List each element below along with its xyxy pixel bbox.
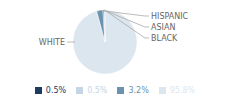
svg-text:ASIAN: ASIAN	[151, 23, 175, 32]
svg-text:HISPANIC: HISPANIC	[151, 12, 189, 21]
html-text:0.5%: 0.5%	[87, 86, 108, 95]
svg-text:BLACK: BLACK	[151, 34, 178, 43]
html-text:3.2%: 3.2%	[128, 86, 149, 95]
svg-text:WHITE: WHITE	[39, 38, 65, 47]
html-text:0.5%: 0.5%	[45, 86, 67, 95]
html-text:95.8%: 95.8%	[169, 86, 196, 95]
